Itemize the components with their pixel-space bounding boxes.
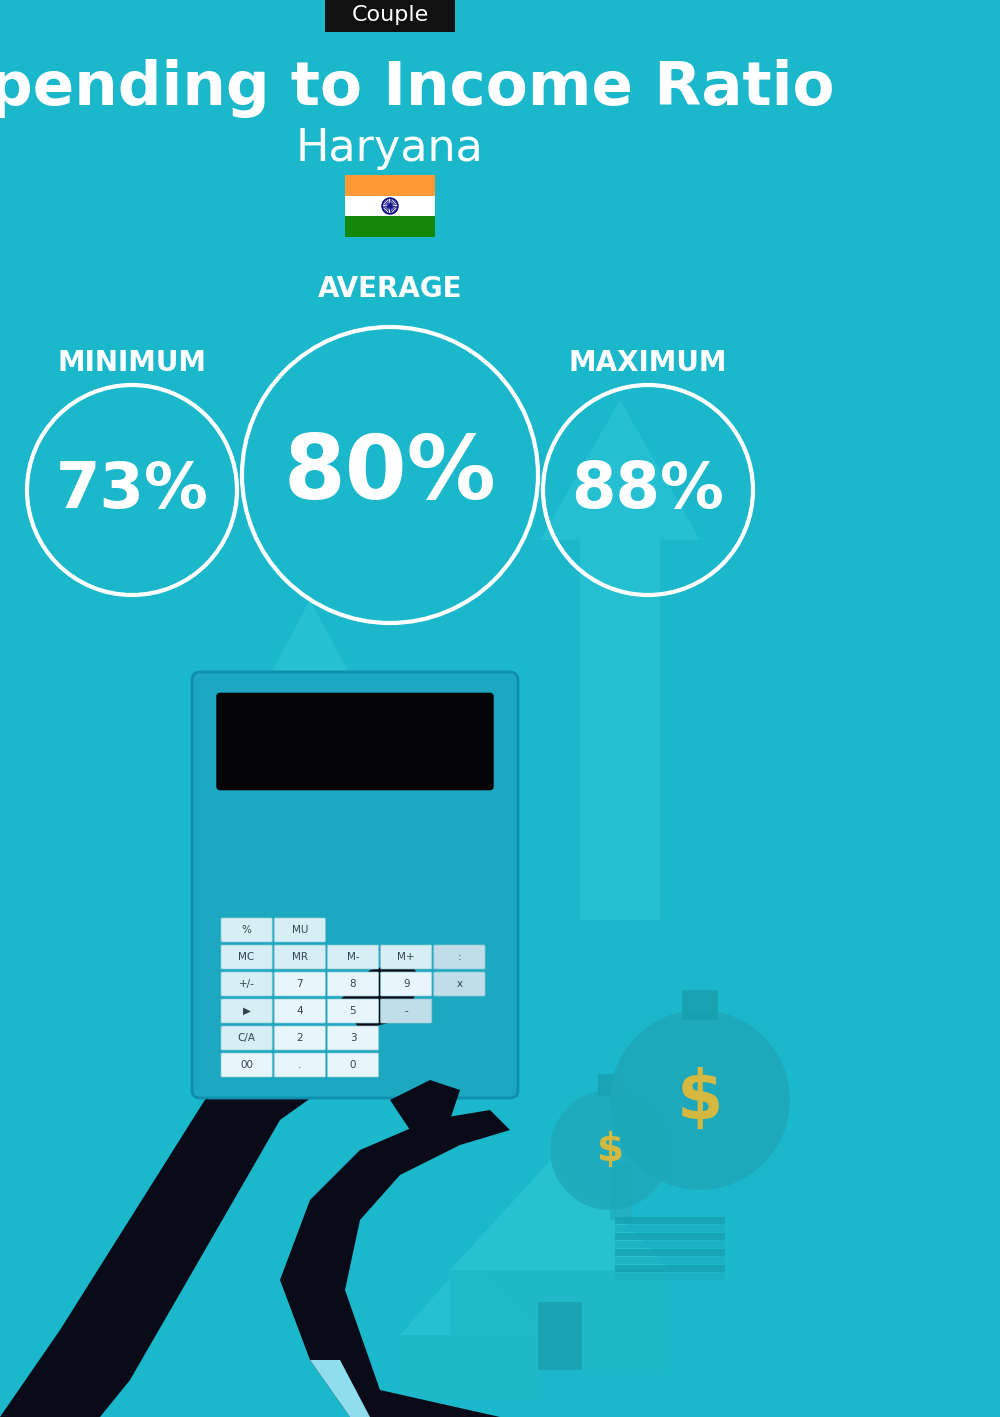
Text: AVERAGE: AVERAGE	[318, 275, 462, 303]
Text: .: .	[298, 1060, 301, 1070]
Bar	[682, 990, 718, 1020]
FancyBboxPatch shape	[217, 693, 493, 789]
Text: 88%: 88%	[572, 459, 724, 521]
Bar	[615, 1217, 725, 1224]
Bar	[615, 1241, 725, 1248]
FancyBboxPatch shape	[327, 1053, 379, 1077]
Text: %: %	[242, 925, 252, 935]
Bar	[615, 1265, 725, 1272]
Text: -: -	[404, 1006, 408, 1016]
FancyBboxPatch shape	[192, 672, 518, 1098]
Text: 73%: 73%	[56, 459, 208, 521]
Text: +/-: +/-	[239, 979, 255, 989]
FancyBboxPatch shape	[327, 1026, 379, 1050]
Bar	[615, 1248, 725, 1255]
FancyBboxPatch shape	[381, 972, 432, 996]
Text: $: $	[677, 1067, 723, 1134]
Text: 8: 8	[350, 979, 356, 989]
Text: C/A: C/A	[238, 1033, 256, 1043]
FancyBboxPatch shape	[274, 972, 325, 996]
FancyBboxPatch shape	[325, 0, 455, 33]
FancyBboxPatch shape	[434, 945, 485, 969]
Polygon shape	[540, 400, 700, 920]
Polygon shape	[240, 599, 380, 1050]
Bar	[400, 1335, 540, 1400]
Text: 3: 3	[350, 1033, 356, 1043]
Text: Haryana: Haryana	[296, 126, 484, 170]
Text: 9: 9	[403, 979, 410, 989]
Bar	[345, 196, 435, 217]
FancyBboxPatch shape	[327, 999, 379, 1023]
FancyBboxPatch shape	[434, 972, 485, 996]
Text: 80%: 80%	[284, 432, 496, 519]
FancyBboxPatch shape	[327, 972, 379, 996]
Bar	[615, 1257, 725, 1264]
Text: MINIMUM: MINIMUM	[58, 349, 207, 377]
Polygon shape	[390, 1080, 460, 1129]
Text: Spending to Income Ratio: Spending to Income Ratio	[0, 58, 835, 118]
FancyBboxPatch shape	[274, 1026, 325, 1050]
Bar	[615, 1226, 725, 1231]
FancyBboxPatch shape	[221, 972, 272, 996]
Text: 0: 0	[350, 1060, 356, 1070]
Text: MC: MC	[238, 952, 255, 962]
Text: ▶: ▶	[243, 1006, 251, 1016]
Polygon shape	[310, 1360, 370, 1417]
Bar	[450, 1270, 670, 1370]
Text: M+: M+	[397, 952, 415, 962]
FancyBboxPatch shape	[274, 945, 325, 969]
Text: Couple: Couple	[351, 6, 429, 26]
Polygon shape	[230, 1000, 360, 1073]
Bar	[610, 1165, 632, 1220]
Text: 5: 5	[350, 1006, 356, 1016]
FancyBboxPatch shape	[381, 999, 432, 1023]
Circle shape	[550, 1090, 670, 1210]
Bar	[615, 1233, 725, 1240]
Text: $: $	[596, 1131, 624, 1169]
FancyBboxPatch shape	[274, 1053, 325, 1077]
Text: MR: MR	[292, 952, 308, 962]
FancyBboxPatch shape	[327, 945, 379, 969]
Bar	[345, 217, 435, 237]
FancyBboxPatch shape	[381, 945, 432, 969]
Bar	[345, 176, 435, 196]
Bar	[538, 1302, 582, 1370]
FancyBboxPatch shape	[274, 999, 325, 1023]
Text: 4: 4	[296, 1006, 303, 1016]
Polygon shape	[0, 990, 420, 1417]
Text: x: x	[456, 979, 462, 989]
Text: MAXIMUM: MAXIMUM	[569, 349, 727, 377]
FancyBboxPatch shape	[274, 918, 325, 942]
Text: 2: 2	[296, 1033, 303, 1043]
Polygon shape	[400, 1255, 540, 1335]
FancyBboxPatch shape	[221, 999, 272, 1023]
FancyBboxPatch shape	[221, 1026, 272, 1050]
Polygon shape	[280, 1110, 510, 1417]
Polygon shape	[340, 959, 420, 1030]
Text: 7: 7	[296, 979, 303, 989]
Text: 00: 00	[240, 1060, 253, 1070]
FancyBboxPatch shape	[221, 945, 272, 969]
Circle shape	[389, 205, 391, 207]
Circle shape	[610, 1010, 790, 1190]
Text: MU: MU	[292, 925, 308, 935]
Bar	[598, 1074, 622, 1095]
Text: M-: M-	[347, 952, 359, 962]
Bar	[615, 1272, 725, 1280]
FancyBboxPatch shape	[221, 918, 272, 942]
Text: :: :	[458, 952, 461, 962]
Polygon shape	[450, 1151, 670, 1270]
FancyBboxPatch shape	[221, 1053, 272, 1077]
